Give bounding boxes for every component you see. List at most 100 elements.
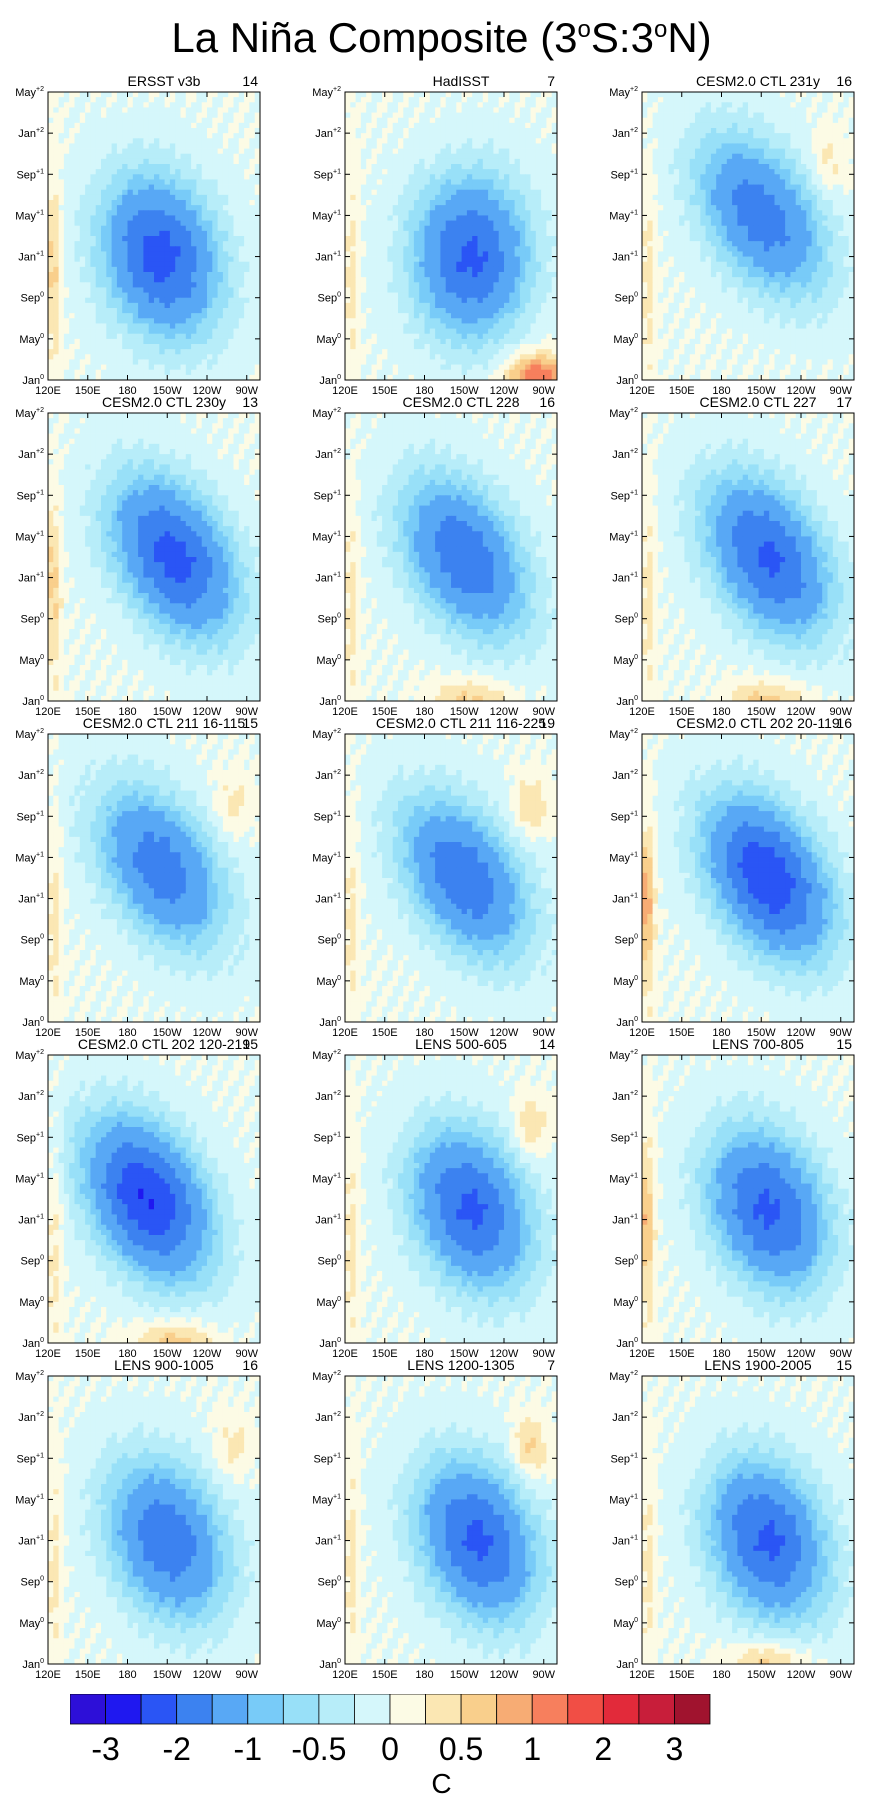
field-cell [159,230,165,237]
field-cell [138,318,144,324]
field-cell [838,128,844,134]
field-cell [196,313,203,319]
field-cell [403,117,409,124]
field-cell [111,210,118,216]
field-cell [143,369,150,376]
field-cell [472,194,478,201]
field-cell [530,241,537,247]
field-cell [398,266,404,273]
field-cell [116,369,123,376]
field-cell [217,349,224,355]
field-cell [244,200,250,206]
field-cell [366,241,372,247]
field-cell [493,164,500,170]
field-cell [551,328,558,335]
field-cell [382,272,388,278]
field-cell [74,261,81,268]
field-cell [222,153,229,160]
field-cell [111,251,118,257]
field-cell [74,338,81,345]
field-cell [233,313,240,319]
field-cell [222,277,229,283]
field-cell [382,236,388,242]
field-cell [63,92,70,98]
field-cell [413,179,420,185]
field-cell [159,107,165,113]
field-cell [249,349,256,355]
field-cell [159,102,165,108]
field-cell [477,184,484,191]
field-cell [228,308,234,314]
field-cell [74,333,81,340]
field-cell [350,308,356,314]
field-cell [763,128,770,134]
field-cell [541,117,547,124]
field-cell [530,333,537,340]
field-cell [169,143,176,149]
field-cell [212,282,218,288]
field-cell [159,364,165,371]
field-cell [244,282,250,288]
field-cell [350,184,356,191]
field-cell [233,354,240,360]
field-cell [48,302,54,309]
field-cell [382,107,388,113]
field-cell [737,92,744,98]
field-cell [95,323,102,329]
field-cell [466,153,473,160]
field-cell [101,241,107,247]
field-cell [461,205,468,211]
field-cell [546,210,553,216]
field-cell [408,241,415,247]
field-cell [254,349,261,355]
field-cell [551,369,558,376]
field-cell [546,153,553,160]
field-cell [148,266,155,273]
field-cell [801,97,807,103]
field-cell [249,169,256,175]
field-cell [148,112,155,119]
field-cell [212,184,218,191]
field-cell [101,164,107,170]
field-cell [366,225,372,232]
field-cell [212,133,218,139]
field-cell [254,220,261,227]
field-cell [376,236,383,242]
field-cell [132,308,139,314]
field-cell [472,364,478,371]
field-cell [551,354,558,360]
field-cell [101,302,107,309]
field-cell [74,323,81,329]
field-cell [138,308,144,314]
field-cell [53,261,59,268]
field-cell [403,256,409,263]
field-cell [546,318,553,324]
field-cell [546,344,553,350]
field-cell [360,215,367,221]
field-cell [238,210,245,216]
field-cell [525,128,531,134]
field-cell [504,344,510,350]
field-cell [514,297,521,304]
field-cell [48,189,54,196]
field-cell [164,313,171,319]
field-cell [143,189,150,196]
field-cell [456,297,462,304]
field-cell [111,215,118,221]
field-cell [472,153,478,160]
field-cell [525,364,531,371]
field-cell [472,220,478,227]
field-cell [445,364,452,371]
field-cell [477,338,484,345]
field-cell [58,200,65,206]
field-cell [238,272,245,278]
field-cell [185,292,192,299]
field-cell [95,225,102,232]
field-cell [530,230,537,237]
field-cell [408,369,415,376]
field-cell [504,92,510,98]
field-cell [482,194,489,201]
field-cell [519,292,526,299]
field-cell [451,256,457,263]
field-cell [413,158,420,165]
